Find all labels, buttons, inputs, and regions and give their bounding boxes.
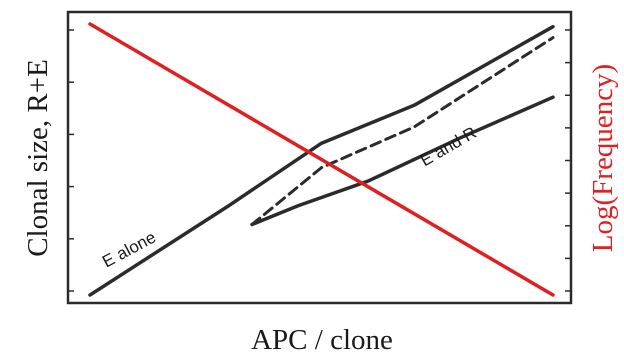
axis-ticks <box>68 29 571 292</box>
y-axis-title-left: Clonal size, R+E <box>22 59 54 257</box>
dashed-curve <box>250 36 555 226</box>
plot-border <box>66 10 573 305</box>
series-group <box>88 22 555 297</box>
x-axis-title: APC / clone <box>251 324 393 356</box>
e-alone-curve <box>88 24 555 297</box>
e-and-r-curve <box>250 95 555 227</box>
frequency-line <box>88 22 555 297</box>
annotations: E alone E and R <box>99 123 480 271</box>
annotation-e-and-r: E and R <box>417 123 480 170</box>
y-axis-title-right: Log(Frequency) <box>587 64 619 252</box>
plot-frame <box>66 10 573 305</box>
annotation-e-alone: E alone <box>99 228 159 272</box>
